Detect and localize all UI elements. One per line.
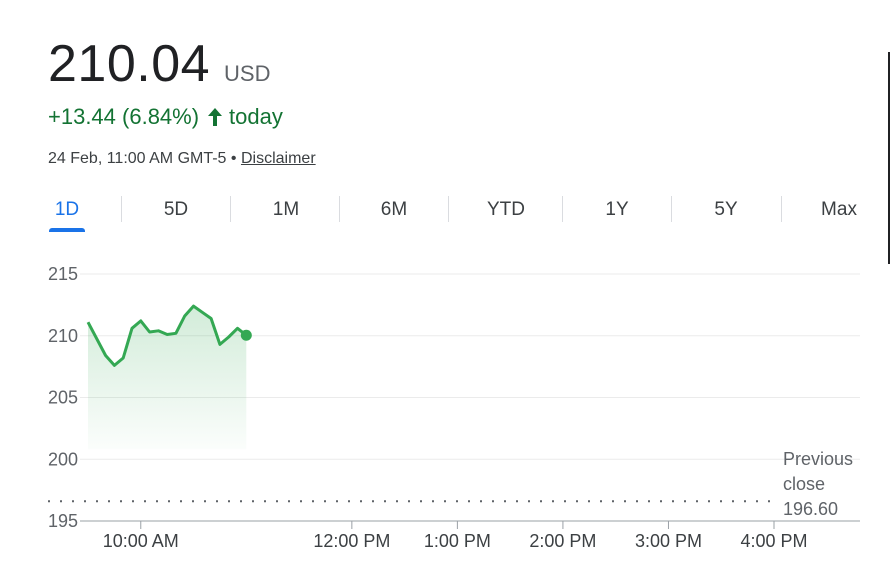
tab-divider — [671, 196, 672, 222]
x-tick-label: 10:00 AM — [103, 531, 179, 551]
tab-label: 6M — [381, 199, 407, 220]
tab-6m[interactable]: 6M — [366, 192, 422, 232]
tab-divider — [230, 196, 231, 222]
current-price: 210.04 — [48, 34, 210, 94]
tab-label: 1Y — [605, 199, 628, 220]
disclaimer-link[interactable]: Disclaimer — [241, 150, 316, 167]
tab-divider — [339, 196, 340, 222]
previous-close-label: 196.60 — [783, 499, 838, 519]
x-tick-label: 3:00 PM — [635, 531, 702, 551]
active-tab-indicator — [49, 228, 85, 232]
y-tick-label: 200 — [48, 449, 78, 469]
tab-divider — [562, 196, 563, 222]
tab-divider — [121, 196, 122, 222]
y-tick-label: 195 — [48, 511, 78, 531]
tab-5y[interactable]: 5Y — [698, 192, 754, 232]
change-period: today — [229, 104, 283, 130]
chart-svg: 215 210 205 200 195 10:00 AM 12:00 PM 1:00 PM 2:… — [0, 250, 890, 567]
price-chart[interactable]: 215 210 205 200 195 10:00 AM 12:00 PM 1:00 PM 2:… — [0, 250, 890, 567]
tab-label: Max — [821, 199, 857, 220]
tab-label: 5D — [164, 199, 188, 220]
x-tick-label: 4:00 PM — [740, 531, 807, 551]
x-tick-label: 12:00 PM — [313, 531, 390, 551]
separator-dot: • — [231, 150, 237, 167]
y-tick-label: 210 — [48, 326, 78, 346]
previous-close-label: Previous — [783, 449, 853, 469]
tab-1y[interactable]: 1Y — [589, 192, 645, 232]
x-tick-label: 2:00 PM — [529, 531, 596, 551]
change-value: +13.44 (6.84%) — [48, 104, 199, 130]
previous-close-label: close — [783, 474, 825, 494]
tab-ytd[interactable]: YTD — [476, 192, 536, 232]
y-tick-label: 215 — [48, 264, 78, 284]
x-tick-label: 1:00 PM — [424, 531, 491, 551]
price-area-fill — [88, 306, 246, 449]
y-tick-label: 205 — [48, 388, 78, 408]
price-change: +13.44 (6.84%) today — [48, 104, 283, 130]
timestamp-row: 24 Feb, 11:00 AM GMT-5 • Disclaimer — [48, 150, 316, 168]
tab-label: 1M — [273, 199, 299, 220]
tab-max[interactable]: Max — [810, 192, 868, 232]
tab-1d[interactable]: 1D — [48, 192, 86, 232]
tab-5d[interactable]: 5D — [148, 192, 204, 232]
currency-label: USD — [224, 61, 270, 87]
tab-label: 5Y — [714, 199, 737, 220]
timestamp: 24 Feb, 11:00 AM GMT-5 — [48, 150, 226, 167]
last-price-dot — [241, 330, 252, 341]
tab-divider — [781, 196, 782, 222]
tab-label: 1D — [55, 199, 79, 220]
range-tabs: 1D 5D 1M 6M YTD 1Y 5Y Max — [48, 192, 868, 236]
tab-1m[interactable]: 1M — [258, 192, 314, 232]
arrow-up-icon — [207, 107, 223, 127]
tab-label: YTD — [487, 199, 525, 220]
price-header: 210.04 USD — [48, 34, 271, 94]
tab-divider — [448, 196, 449, 222]
